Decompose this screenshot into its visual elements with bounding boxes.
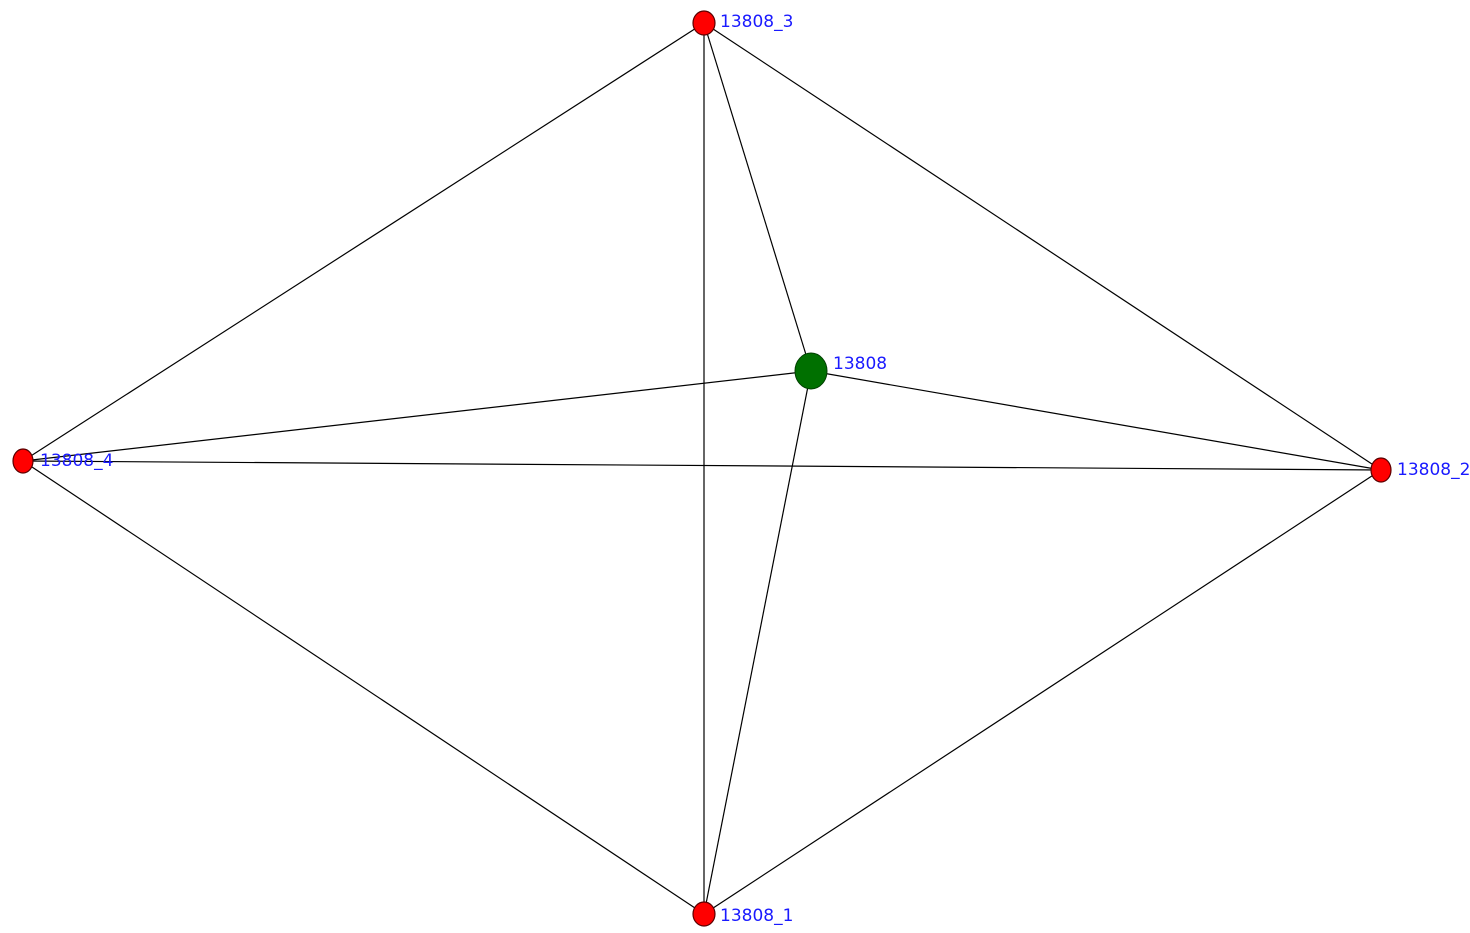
edge-13808_3-13808_2: [703, 22, 1382, 471]
node-label-13808_1: 13808_1: [720, 906, 793, 926]
edge-13808_4-13808: [22, 370, 812, 462]
edge-13808_3-13808: [703, 22, 812, 372]
node-13808_2[interactable]: [1370, 457, 1392, 483]
node-13808_4[interactable]: [12, 448, 34, 474]
node-label-13808_4: 13808_4: [40, 451, 113, 471]
node-label-13808_3: 13808_3: [720, 12, 793, 32]
edge-13808_3-13808_4: [22, 22, 705, 462]
node-label-13808: 13808: [833, 354, 887, 374]
node-label-13808_2: 13808_2: [1397, 460, 1470, 480]
edge-13808-13808_2: [810, 370, 1382, 471]
node-13808_3[interactable]: [692, 10, 716, 36]
node-13808_1[interactable]: [692, 901, 716, 927]
edges-layer: [22, 22, 1382, 915]
nodes-layer: [12, 10, 1392, 927]
edge-13808_1-13808_2: [703, 469, 1382, 915]
node-13808[interactable]: [794, 352, 828, 390]
labels-layer: 13808 13808_1 13808_2 13808_3 13808_4: [40, 12, 1470, 926]
edge-13808-13808_1: [703, 370, 812, 915]
edge-13808_4-13808_1: [22, 460, 705, 915]
edge-13808_4-13808_2: [22, 460, 1382, 471]
